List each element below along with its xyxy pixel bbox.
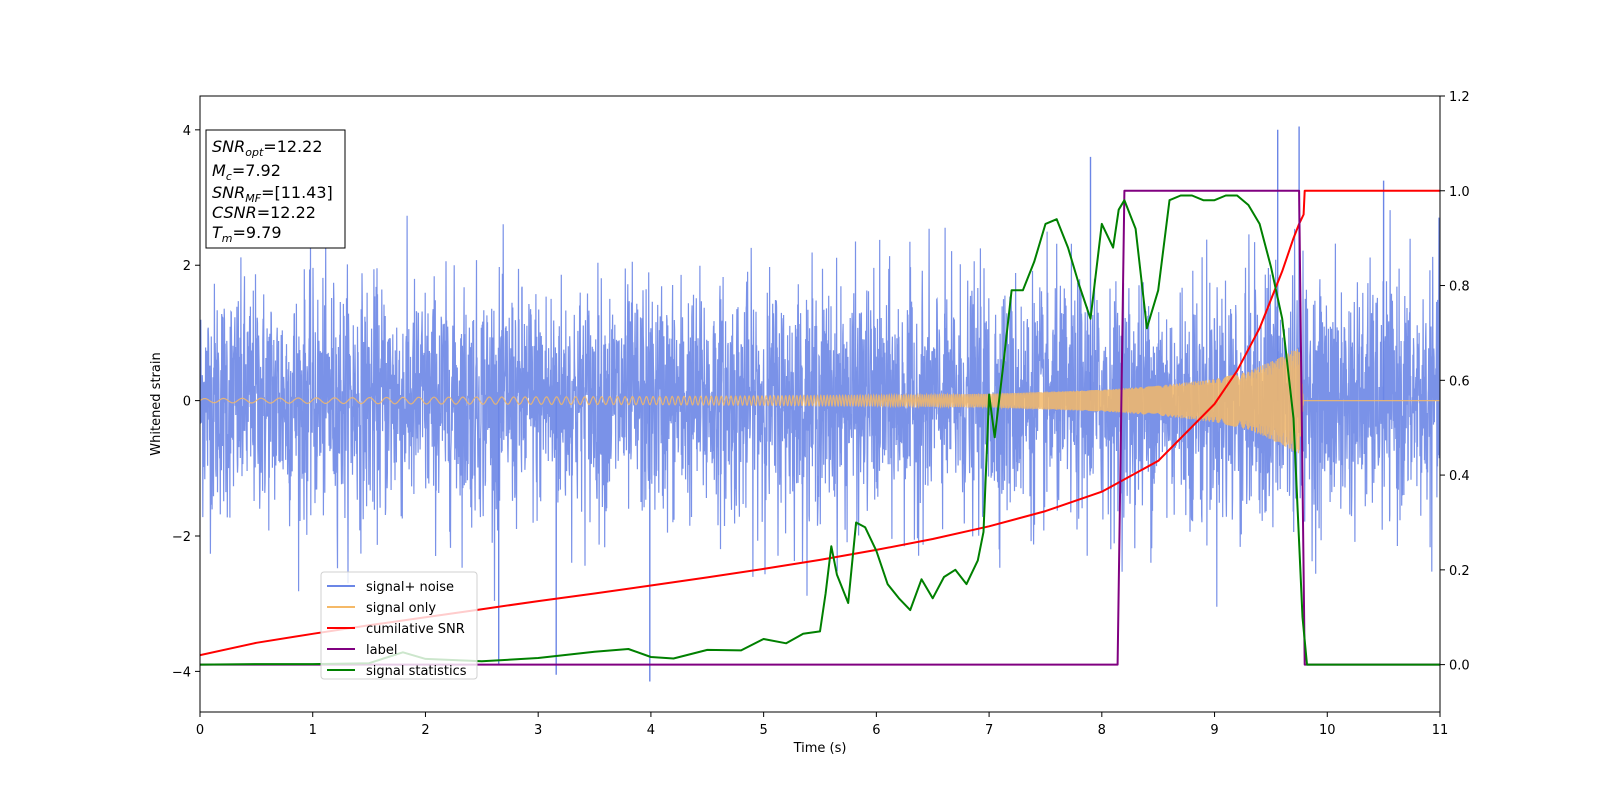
x-tick-label: 7	[985, 723, 993, 738]
stats-row: CSNR=12.22	[212, 203, 316, 222]
plot-frame	[199, 95, 1441, 713]
stats-box-frame	[205, 129, 346, 249]
y-axis-right: 0.0 0.2 0.4 0.6 0.8 1.0 1.2	[1440, 90, 1470, 674]
legend-label: cumilative SNR	[366, 622, 465, 637]
legend-frame	[320, 571, 478, 680]
y2-tick-label: 1.0	[1449, 185, 1470, 200]
x-axis: 0 1 2 3 4 5 6 7 8 9 10 11	[196, 712, 1448, 738]
y-axis-label: Whitened strain	[149, 352, 164, 455]
y-tick-label: 0	[183, 395, 191, 410]
stats-box: SNRopt=12.22Mc=7.92SNRMF=[11.43]CSNR=12.…	[205, 129, 346, 249]
x-tick-label: 2	[421, 723, 429, 738]
x-tick-label: 5	[759, 723, 767, 738]
series-signal-only	[200, 348, 1440, 454]
plot-area	[200, 126, 1440, 682]
x-tick-label: 8	[1098, 723, 1106, 738]
legend: signal+ noise signal only cumilative SNR la…	[320, 571, 478, 680]
x-tick-label: 4	[647, 723, 655, 738]
legend-label: signal+ noise	[366, 580, 454, 595]
x-tick-label: 9	[1210, 723, 1218, 738]
x-tick-label: 0	[196, 723, 204, 738]
y2-tick-label: 0.2	[1449, 564, 1470, 579]
x-tick-label: 11	[1432, 723, 1449, 738]
y-tick-label: −4	[172, 665, 191, 680]
legend-label: label	[366, 643, 397, 658]
x-tick-label: 10	[1319, 723, 1336, 738]
y2-tick-label: 0.4	[1449, 469, 1470, 484]
legend-label: signal only	[366, 601, 436, 616]
series-signal-statistics	[200, 194, 1440, 666]
y2-tick-label: 1.2	[1449, 90, 1470, 105]
stats-row: SNRopt=12.22	[212, 137, 323, 159]
y2-tick-label: 0.6	[1449, 374, 1470, 389]
x-tick-label: 6	[872, 723, 880, 738]
stats-row: Mc=7.92	[212, 161, 281, 183]
x-axis-label: Time (s)	[793, 741, 847, 756]
x-tick-label: 1	[309, 723, 317, 738]
stats-row: SNRMF=[11.43]	[212, 183, 333, 205]
y-tick-label: −2	[172, 530, 191, 545]
y2-tick-label: 0.0	[1449, 659, 1470, 674]
legend-label: signal statistics	[366, 664, 467, 679]
y2-tick-label: 0.8	[1449, 280, 1470, 295]
y-axis-left: −4 −2 0 2 4	[172, 124, 200, 680]
x-tick-label: 3	[534, 723, 542, 738]
y-tick-label: 2	[183, 259, 191, 274]
y-tick-label: 4	[183, 124, 191, 139]
stats-row: Tm=9.79	[212, 223, 282, 245]
